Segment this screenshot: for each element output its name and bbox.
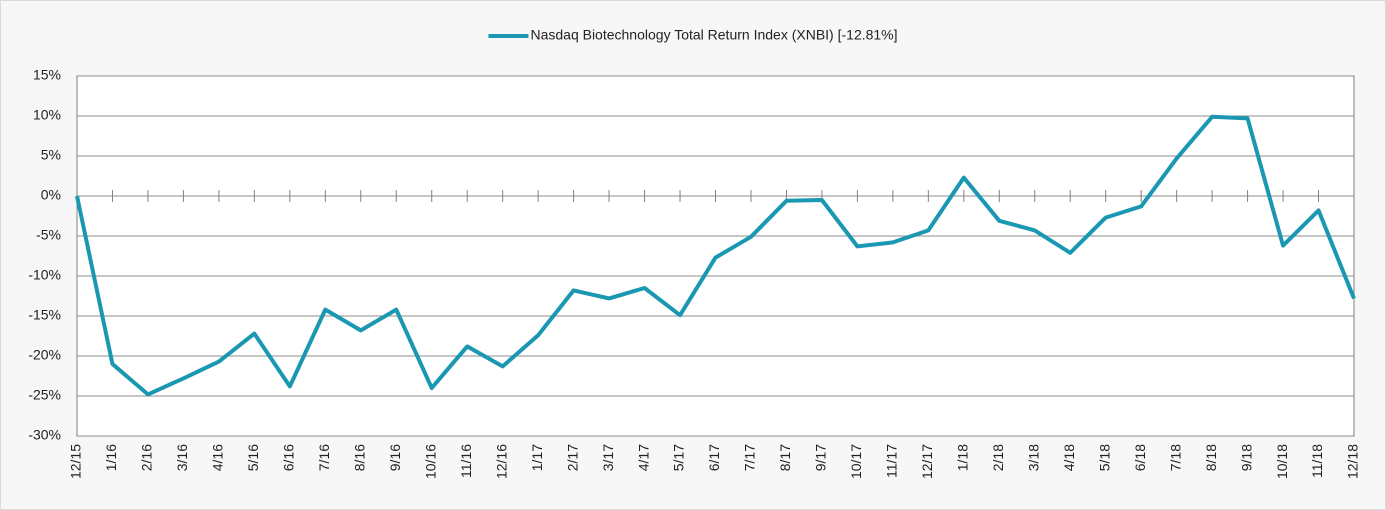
x-tick-label: 8/16 (351, 444, 367, 471)
x-tick-label: 3/18 (1025, 444, 1041, 471)
x-tick-label: 2/17 (564, 444, 580, 471)
x-tick-label: 1/17 (529, 444, 545, 471)
x-tick-label: 9/16 (387, 444, 403, 471)
x-tick-label: 4/16 (210, 444, 226, 471)
y-tick-label: 15% (33, 67, 61, 83)
y-tick-label: 5% (41, 147, 61, 163)
x-tick-label: 3/16 (174, 444, 190, 471)
x-tick-label: 6/18 (1132, 444, 1148, 471)
x-tick-label: 9/18 (1238, 444, 1254, 471)
x-tick-label: 10/16 (422, 444, 438, 479)
x-tick-label: 5/16 (245, 444, 261, 471)
x-tick-label: 7/17 (742, 444, 758, 471)
x-tick-label: 2/18 (990, 444, 1006, 471)
x-tick-label: 1/16 (103, 444, 119, 471)
x-tick-label: 11/17 (884, 444, 900, 478)
y-tick-label: 10% (33, 107, 61, 123)
x-tick-label: 3/17 (600, 444, 616, 471)
x-tick-label: 5/17 (671, 444, 687, 471)
x-tick-label: 8/18 (1203, 444, 1219, 471)
y-tick-label: -30% (28, 427, 61, 443)
x-tick-label: 12/18 (1345, 444, 1361, 479)
x-tick-label: 5/18 (1096, 444, 1112, 471)
x-tick-label: 2/16 (139, 444, 155, 471)
y-tick-label: 0% (41, 187, 61, 203)
x-tick-label: 1/18 (955, 444, 971, 471)
x-tick-label: 10/17 (848, 444, 864, 479)
y-tick-label: -10% (28, 267, 61, 283)
x-tick-label: 11/16 (458, 444, 474, 478)
x-tick-label: 7/16 (316, 444, 332, 471)
x-tick-label: 8/17 (777, 444, 793, 471)
x-tick-label: 7/18 (1167, 444, 1183, 471)
y-tick-label: -25% (28, 387, 61, 403)
x-tick-label: 6/17 (706, 444, 722, 471)
x-tick-label: 10/18 (1274, 444, 1290, 479)
y-tick-label: -20% (28, 347, 61, 363)
series-line (75, 114, 1356, 397)
x-tick-label: 12/15 (68, 444, 84, 479)
x-tick-label: 4/18 (1061, 444, 1077, 471)
y-tick-label: -5% (36, 227, 61, 243)
legend-label: Nasdaq Biotechnology Total Return Index … (530, 27, 897, 43)
x-tick-label: 12/17 (919, 444, 935, 479)
x-tick-label: 6/16 (281, 444, 297, 471)
x-tick-label: 9/17 (813, 444, 829, 471)
x-tick-label: 12/16 (493, 444, 509, 479)
x-tick-label: 4/17 (635, 444, 651, 471)
x-tick-label: 11/18 (1309, 444, 1325, 478)
y-tick-label: -15% (28, 307, 61, 323)
